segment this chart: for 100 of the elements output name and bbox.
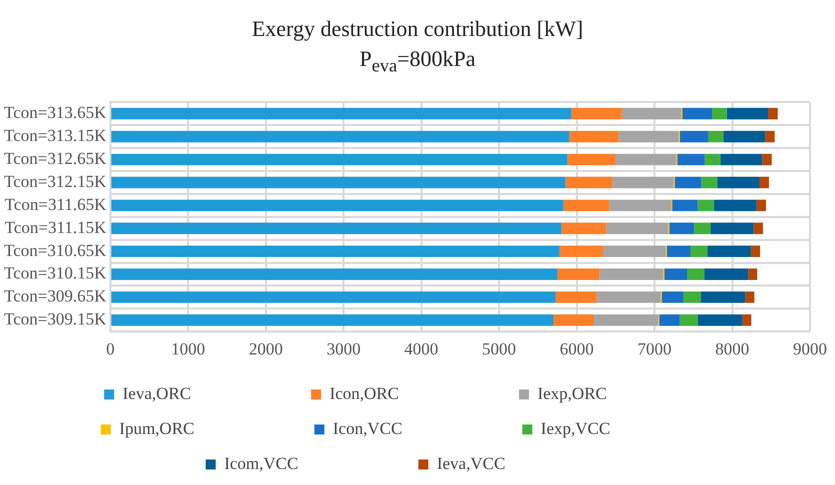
bar [563, 200, 610, 212]
bar [622, 108, 682, 120]
legend-label: Icom,VCC [224, 454, 400, 473]
bar [559, 246, 603, 258]
bar [111, 108, 572, 120]
bar [659, 314, 680, 326]
bar [756, 200, 766, 212]
bar [596, 291, 661, 303]
bar [567, 154, 616, 166]
bar [760, 176, 769, 188]
bar [701, 291, 746, 303]
bar [680, 314, 698, 326]
bar [664, 268, 688, 280]
bar [701, 176, 718, 188]
x-tick-label: 0 [106, 339, 115, 358]
bar [754, 222, 763, 234]
bar [672, 200, 698, 212]
y-tick-label: Tcon=309.15K [4, 310, 108, 329]
legend-label: Icon,ORC [330, 384, 501, 403]
bar [111, 268, 558, 280]
bar [720, 154, 762, 166]
y-tick-label: Tcon=313.15K [4, 126, 108, 146]
legend-label: Iexp,VCC [540, 418, 712, 438]
bar [670, 222, 694, 234]
bar [677, 154, 705, 166]
bar [666, 246, 691, 258]
bar [600, 268, 664, 280]
bar [594, 314, 658, 326]
legend-label: Ieva,ORC [122, 384, 294, 403]
bar [710, 222, 754, 234]
bar [694, 222, 711, 234]
bar [768, 108, 778, 120]
legend-label: Iexp,ORC [537, 384, 709, 403]
bar [682, 108, 712, 120]
bar [565, 176, 612, 188]
bar [683, 291, 702, 303]
bar [609, 200, 672, 212]
x-tick-label: 9000 [793, 339, 827, 358]
bar [111, 246, 560, 258]
x-tick-label: 4000 [404, 339, 438, 358]
x-tick-label: 7000 [638, 339, 672, 358]
bar [717, 176, 760, 188]
bar [111, 130, 570, 142]
y-tick-label: Tcon=313.65K [4, 103, 108, 122]
bar [662, 291, 684, 303]
bar [745, 291, 754, 303]
legend-label: Ipum,ORC [119, 418, 296, 438]
x-tick-label: 5000 [482, 339, 516, 358]
x-tick-label: 3000 [326, 339, 361, 358]
bar [616, 154, 676, 166]
bar [674, 176, 702, 188]
bar [724, 130, 766, 142]
y-tick-label: Tcon=312.65K [4, 149, 108, 168]
bar [569, 130, 619, 142]
legend-label: Ieva,VCC [436, 454, 608, 473]
y-tick-label: Tcon=310.15K [4, 264, 108, 283]
bar [553, 314, 594, 326]
bar [111, 154, 568, 166]
bar [765, 130, 775, 142]
bar [750, 246, 760, 258]
bar [704, 268, 748, 280]
bar [618, 130, 679, 142]
bar [707, 246, 751, 258]
bar [748, 268, 758, 280]
bar [704, 154, 720, 166]
bar [111, 291, 556, 303]
chart-title: Exergy destruction contribution [kW] [250, 15, 584, 43]
legend-label: Icon,VCC [332, 418, 504, 438]
y-tick-label: Tcon=311.65K [4, 194, 108, 214]
bar [111, 200, 564, 212]
bar [557, 268, 600, 280]
x-tick-label: 6000 [560, 339, 594, 358]
x-tick-label: 1000 [171, 339, 206, 358]
bar [712, 108, 727, 120]
bar [680, 130, 708, 142]
bar [606, 222, 668, 234]
y-tick-label: Tcon=312.15K [4, 172, 108, 191]
bar [742, 314, 752, 326]
bar [612, 176, 674, 188]
bar [698, 200, 714, 212]
chart-subtitle: P$_{eva}$=800kPa [358, 45, 477, 78]
bar [555, 291, 597, 303]
bar [708, 130, 724, 142]
bar [111, 314, 554, 326]
bar [111, 222, 562, 234]
bar [762, 154, 772, 166]
bar [726, 108, 768, 120]
bar [687, 268, 704, 280]
x-tick-label: 8000 [715, 339, 750, 358]
x-tick-label: 2000 [248, 339, 283, 358]
bar [698, 314, 742, 326]
bar [111, 176, 566, 188]
bar [602, 246, 666, 258]
bar [561, 222, 606, 234]
y-tick-label: Tcon=311.15K [4, 218, 108, 237]
y-tick-label: Tcon=310.65K [4, 240, 108, 260]
bar [571, 108, 622, 120]
bar [714, 200, 757, 212]
y-tick-label: Tcon=309.65K [4, 286, 108, 306]
bar [690, 246, 708, 258]
